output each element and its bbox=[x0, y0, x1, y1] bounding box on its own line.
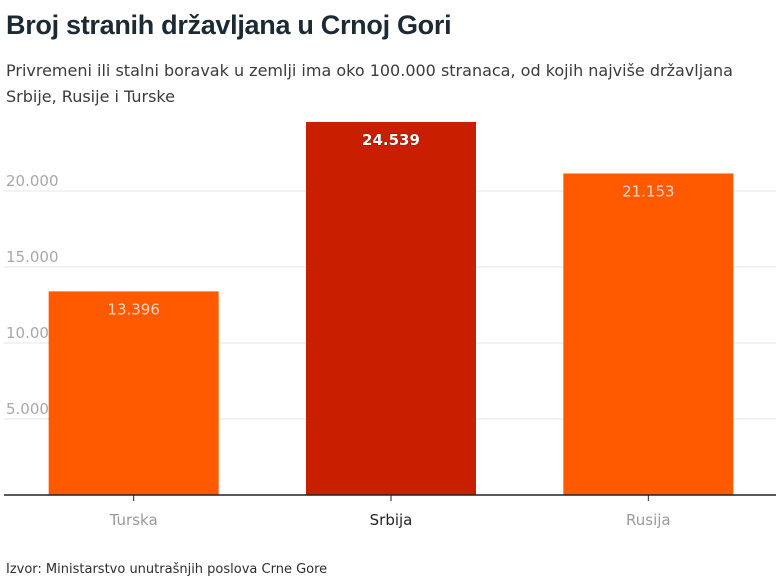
chart-title: Broj stranih državljana u Crnoj Gori bbox=[6, 10, 452, 40]
bar-rusija bbox=[563, 173, 734, 495]
category-labels: Turska Srbija Rusija bbox=[109, 495, 671, 529]
value-label-rusija: 21.153 bbox=[622, 182, 675, 200]
category-label-rusija: Rusija bbox=[626, 511, 671, 529]
y-tick-label: 10.000 bbox=[6, 324, 59, 342]
bar-srbija bbox=[306, 122, 476, 495]
value-labels: 13.396 24.539 21.153 bbox=[107, 131, 675, 319]
y-axis-ticks: 5.000 10.000 15.000 20.000 bbox=[6, 172, 59, 418]
y-tick-label: 15.000 bbox=[6, 248, 59, 266]
chart-subtitle: Privremeni ili stalni boravak u zemlji i… bbox=[6, 61, 733, 106]
value-label-turska: 13.396 bbox=[107, 300, 160, 318]
bars bbox=[48, 122, 734, 495]
category-label-srbija: Srbija bbox=[370, 511, 413, 529]
source-note: Izvor: Ministarstvo unutrašnjih poslova … bbox=[6, 562, 328, 577]
value-label-srbija: 24.539 bbox=[362, 131, 420, 149]
bar-turska bbox=[48, 291, 219, 495]
y-tick-label: 5.000 bbox=[6, 400, 49, 418]
category-label-turska: Turska bbox=[109, 511, 158, 529]
y-tick-label: 20.000 bbox=[6, 172, 59, 190]
